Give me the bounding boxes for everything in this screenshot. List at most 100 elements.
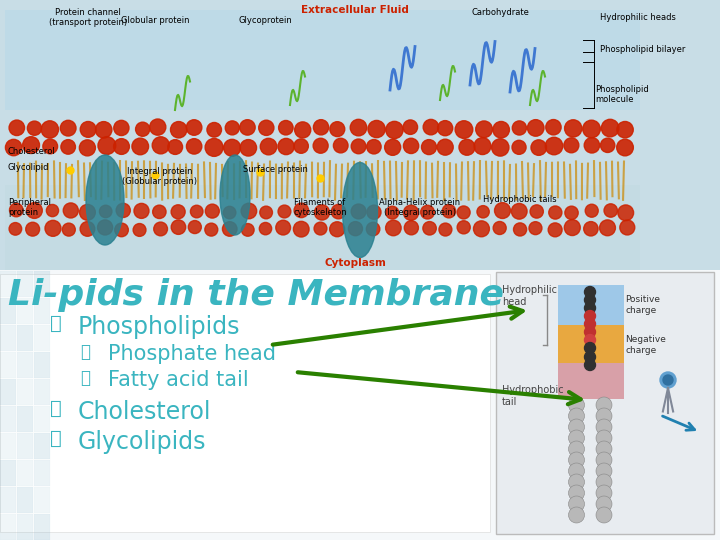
FancyBboxPatch shape <box>0 379 16 405</box>
Text: Alpha-Helix protein
(Integral protein): Alpha-Helix protein (Integral protein) <box>379 198 461 218</box>
Circle shape <box>404 221 418 235</box>
Circle shape <box>368 120 385 138</box>
Circle shape <box>186 139 202 154</box>
Text: Li-pids in the Membrane: Li-pids in the Membrane <box>8 278 504 312</box>
Circle shape <box>493 221 506 234</box>
Circle shape <box>350 119 366 136</box>
FancyBboxPatch shape <box>558 363 624 399</box>
Circle shape <box>41 121 58 138</box>
Circle shape <box>367 205 381 219</box>
FancyBboxPatch shape <box>34 271 50 297</box>
Circle shape <box>585 342 595 354</box>
Circle shape <box>564 220 580 235</box>
Circle shape <box>596 452 612 468</box>
FancyBboxPatch shape <box>0 274 490 532</box>
Circle shape <box>294 203 309 218</box>
Circle shape <box>584 138 600 153</box>
Circle shape <box>423 221 436 235</box>
Circle shape <box>617 139 634 156</box>
Circle shape <box>96 122 112 138</box>
Circle shape <box>22 137 40 153</box>
Circle shape <box>569 496 585 512</box>
Circle shape <box>366 139 381 154</box>
Circle shape <box>348 221 362 236</box>
Circle shape <box>351 204 366 219</box>
FancyBboxPatch shape <box>0 271 16 297</box>
Circle shape <box>531 140 546 156</box>
Circle shape <box>663 375 673 385</box>
Circle shape <box>61 140 76 154</box>
Circle shape <box>241 224 254 236</box>
FancyBboxPatch shape <box>0 352 16 378</box>
Text: Carbohydrate: Carbohydrate <box>471 8 529 17</box>
FancyBboxPatch shape <box>0 433 16 459</box>
FancyBboxPatch shape <box>0 514 16 540</box>
Circle shape <box>569 463 585 479</box>
Circle shape <box>46 205 58 217</box>
Text: Negative
charge: Negative charge <box>625 335 666 355</box>
Circle shape <box>457 221 470 234</box>
Circle shape <box>135 122 150 136</box>
Circle shape <box>384 139 401 156</box>
Circle shape <box>205 138 223 157</box>
FancyBboxPatch shape <box>17 433 33 459</box>
Text: Surface protein: Surface protein <box>243 165 307 174</box>
Circle shape <box>582 120 600 138</box>
Circle shape <box>60 120 76 136</box>
Circle shape <box>596 507 612 523</box>
FancyBboxPatch shape <box>17 298 33 324</box>
Circle shape <box>27 202 42 218</box>
Circle shape <box>457 206 470 219</box>
Circle shape <box>585 327 595 338</box>
FancyBboxPatch shape <box>17 460 33 486</box>
Circle shape <box>225 121 239 135</box>
Text: ❧: ❧ <box>80 370 90 387</box>
FancyBboxPatch shape <box>34 460 50 486</box>
FancyBboxPatch shape <box>34 487 50 513</box>
Circle shape <box>403 138 419 153</box>
Circle shape <box>171 220 186 234</box>
Circle shape <box>6 139 22 156</box>
Circle shape <box>423 119 438 135</box>
Circle shape <box>276 220 291 235</box>
Circle shape <box>596 485 612 501</box>
Text: Cholesterol: Cholesterol <box>78 400 212 424</box>
Circle shape <box>439 223 452 236</box>
Circle shape <box>596 419 612 435</box>
Text: Fatty acid tail: Fatty acid tail <box>108 370 248 390</box>
Circle shape <box>569 430 585 446</box>
FancyBboxPatch shape <box>558 285 624 327</box>
Circle shape <box>620 220 635 235</box>
Circle shape <box>596 441 612 457</box>
Circle shape <box>459 139 475 156</box>
Circle shape <box>278 205 291 218</box>
Circle shape <box>569 419 585 435</box>
Circle shape <box>530 205 544 218</box>
Circle shape <box>79 205 95 220</box>
Text: Glycolipids: Glycolipids <box>78 430 207 454</box>
Circle shape <box>224 139 240 156</box>
Text: ❧: ❧ <box>50 315 62 333</box>
Text: Cytoplasm: Cytoplasm <box>324 258 386 268</box>
Circle shape <box>600 138 615 152</box>
Circle shape <box>437 139 453 155</box>
Circle shape <box>171 205 185 219</box>
Circle shape <box>294 139 308 153</box>
Circle shape <box>133 224 146 237</box>
Text: Protein channel
(transport protein): Protein channel (transport protein) <box>49 8 127 28</box>
Circle shape <box>27 121 42 136</box>
Circle shape <box>315 205 330 220</box>
Circle shape <box>564 120 582 137</box>
Circle shape <box>241 203 257 219</box>
Circle shape <box>585 204 598 217</box>
Circle shape <box>455 121 473 138</box>
Circle shape <box>442 205 456 218</box>
Circle shape <box>492 139 509 156</box>
Circle shape <box>240 120 255 135</box>
Circle shape <box>279 120 293 135</box>
Circle shape <box>569 474 585 490</box>
Circle shape <box>569 452 585 468</box>
Circle shape <box>45 220 61 237</box>
Circle shape <box>313 138 328 153</box>
Circle shape <box>9 120 24 136</box>
